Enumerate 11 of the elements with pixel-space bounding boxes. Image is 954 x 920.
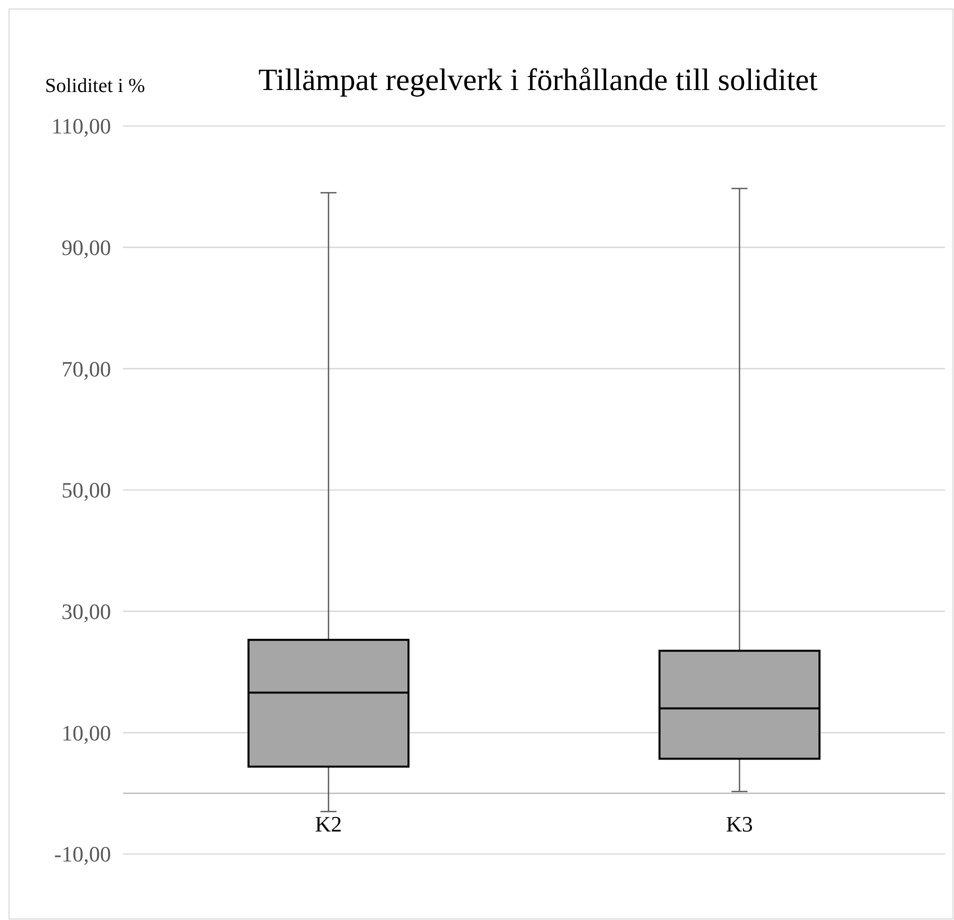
y-tick-label: 30,00 xyxy=(62,599,111,624)
y-axis-title: Soliditet i % xyxy=(45,75,145,97)
y-tick-label: 50,00 xyxy=(62,478,111,503)
x-tick-label: K3 xyxy=(726,811,753,836)
y-tick-label: -10,00 xyxy=(54,842,111,867)
y-tick-label: 10,00 xyxy=(62,720,111,746)
y-tick-label: 90,00 xyxy=(62,235,111,260)
x-tick-label: K2 xyxy=(315,811,342,836)
y-tick-label: 70,00 xyxy=(62,356,111,382)
chart-title: Tillämpat regelverk i förhållande till soliditet xyxy=(258,62,818,97)
y-tick-label: 110,00 xyxy=(51,114,111,139)
